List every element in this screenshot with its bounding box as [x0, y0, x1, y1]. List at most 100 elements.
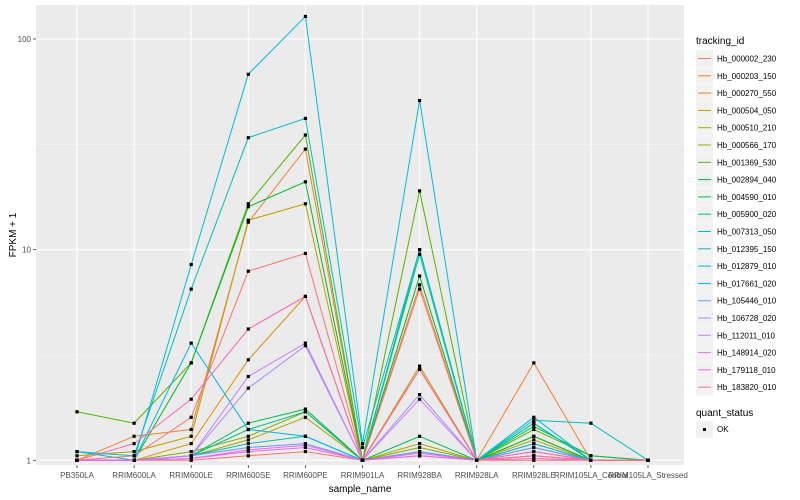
data-point — [189, 434, 193, 438]
data-point — [418, 274, 422, 278]
data-point — [360, 458, 365, 462]
data-point — [246, 374, 250, 379]
data-point — [532, 424, 536, 428]
legend-label: Hb_148914_020 — [717, 349, 777, 358]
data-point — [246, 386, 250, 390]
data-point — [132, 454, 136, 458]
data-point — [646, 458, 650, 462]
y-axis: 1 10 100 — [18, 35, 36, 465]
legend-label: Hb_000203_150 — [717, 72, 777, 81]
data-point — [246, 358, 250, 362]
legend-label: Hb_000566_170 — [717, 141, 777, 150]
data-point — [189, 450, 193, 454]
data-point — [532, 454, 536, 458]
data-point — [418, 364, 422, 368]
shape-legend: quant_status OK — [696, 408, 753, 438]
x-axis: PB350LA RRIM600LA RRIM600LE RRIM600SE RRIM60… — [60, 465, 688, 480]
plot-panel — [36, 5, 684, 465]
x-tick-label: RRIM105LA_Control — [554, 471, 628, 480]
data-point — [246, 205, 250, 209]
legend-label: Hb_000002_230 — [717, 55, 777, 64]
data-point — [189, 427, 193, 432]
data-point — [589, 421, 593, 425]
data-point — [532, 421, 536, 425]
data-point — [189, 415, 193, 419]
data-point — [246, 434, 250, 438]
x-tick-label: PB350LA — [60, 471, 94, 480]
data-point — [589, 454, 593, 458]
data-point — [418, 99, 422, 103]
x-tick-label: RRIM928LA — [455, 471, 499, 480]
data-point — [303, 251, 307, 255]
x-tick-label: RRIM600LA — [112, 471, 156, 480]
data-point — [532, 361, 536, 365]
data-point — [303, 202, 307, 206]
data-point — [418, 287, 422, 291]
data-point — [132, 442, 136, 446]
legend-label: Hb_000510_210 — [717, 124, 777, 133]
data-point — [303, 180, 307, 184]
data-point — [189, 361, 193, 365]
data-point — [303, 415, 307, 419]
data-point — [246, 450, 250, 454]
data-point — [303, 14, 307, 18]
legend-label: Hb_183820_010 — [717, 383, 777, 392]
data-point — [246, 442, 250, 446]
data-point — [532, 458, 536, 462]
data-point — [246, 72, 250, 76]
legend-label: Hb_002894_040 — [717, 176, 777, 185]
data-point — [246, 136, 250, 140]
y-axis-title: FPKM + 1 — [8, 212, 19, 257]
data-point — [532, 434, 536, 438]
data-point — [75, 458, 79, 462]
data-point — [532, 418, 536, 422]
data-point — [418, 442, 422, 446]
legend: tracking_id Hb_000002_230 Hb_000203_150 Hb… — [696, 36, 777, 396]
data-point — [303, 443, 307, 447]
x-tick-label: RRIM600SE — [226, 471, 270, 480]
legend-label: Hb_001369_530 — [717, 158, 777, 167]
legend-label: Hb_106728_020 — [717, 314, 777, 323]
legend-label: Hb_179118_010 — [717, 366, 776, 375]
series-points — [75, 14, 650, 462]
legend-label: Hb_004590_010 — [717, 193, 777, 202]
x-tick-label: RRIM901LA — [341, 471, 385, 480]
legend-label: Hb_012879_010 — [717, 262, 777, 271]
legend-label: Hb_000270_550 — [717, 89, 777, 98]
data-point — [132, 421, 136, 425]
data-point — [189, 458, 193, 462]
data-point — [532, 456, 536, 461]
data-point — [246, 421, 250, 425]
data-point — [246, 327, 250, 331]
shape-legend-point — [703, 428, 706, 431]
data-point — [418, 283, 422, 287]
data-point — [418, 189, 422, 193]
data-point — [532, 438, 536, 442]
legend-label: Hb_012395_150 — [717, 245, 777, 254]
data-point — [303, 410, 307, 414]
data-point — [303, 294, 307, 298]
data-point — [303, 116, 307, 120]
data-point — [132, 434, 136, 438]
data-point — [418, 252, 422, 256]
data-point — [418, 393, 422, 397]
data-point — [532, 415, 536, 419]
legend-label: Hb_000504_050 — [717, 106, 777, 115]
data-point — [418, 454, 422, 458]
data-point — [75, 454, 79, 458]
data-point — [418, 434, 422, 438]
y-tick-label: 1 — [27, 456, 32, 465]
data-point — [589, 458, 593, 462]
x-tick-label: RRIM600PE — [283, 471, 327, 480]
shape-legend-title: quant_status — [696, 408, 753, 419]
shape-legend-label: OK — [717, 425, 729, 434]
data-point — [189, 287, 193, 291]
data-point — [303, 133, 307, 137]
y-tick-label: 100 — [18, 35, 32, 44]
data-point — [532, 450, 536, 454]
data-point — [75, 450, 79, 454]
data-point — [303, 407, 307, 411]
data-point — [303, 450, 307, 454]
data-point — [303, 344, 307, 348]
